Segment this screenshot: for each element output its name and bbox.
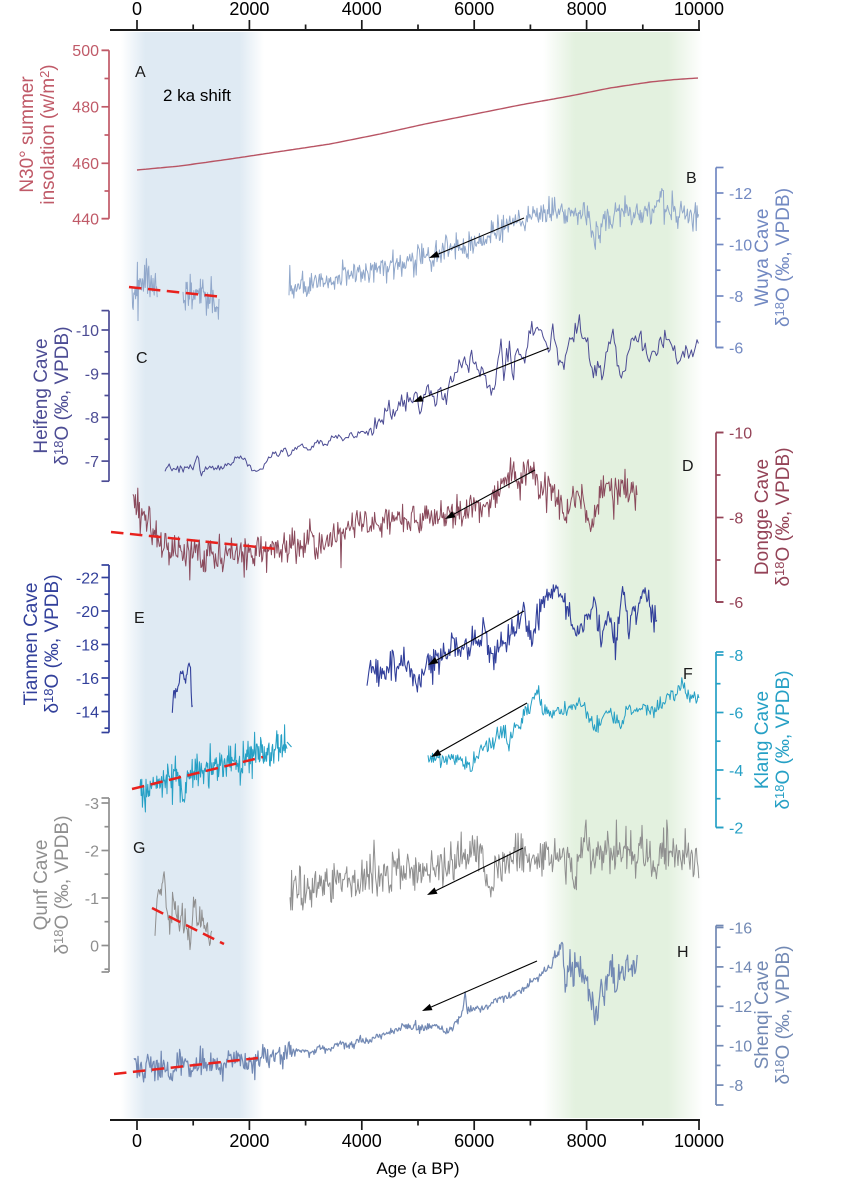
svg-text:480: 480 xyxy=(72,100,99,117)
svg-text:-6: -6 xyxy=(729,595,743,612)
svg-text:-16: -16 xyxy=(729,920,752,937)
svg-text:C: C xyxy=(136,350,148,367)
svg-text:Wuya Cave: Wuya Cave xyxy=(752,209,773,307)
svg-text:-14: -14 xyxy=(729,960,752,977)
svg-text:δ18O (‰, VPDB): δ18O (‰, VPDB) xyxy=(772,670,794,809)
svg-text:Dongge Cave: Dongge Cave xyxy=(752,459,773,575)
svg-text:-22: -22 xyxy=(76,570,99,587)
svg-text:6000: 6000 xyxy=(454,1131,494,1151)
svg-text:4000: 4000 xyxy=(342,0,382,19)
svg-text:D: D xyxy=(682,458,694,475)
svg-text:-20: -20 xyxy=(76,604,99,621)
svg-text:A: A xyxy=(135,64,146,81)
svg-text:H: H xyxy=(677,944,689,961)
svg-text:δ18O (‰, VPDB): δ18O (‰, VPDB) xyxy=(772,447,794,586)
svg-text:F: F xyxy=(683,666,693,683)
svg-text:10000: 10000 xyxy=(674,0,724,19)
svg-text:Age (a BP): Age (a BP) xyxy=(376,1159,459,1178)
svg-text:460: 460 xyxy=(72,156,99,173)
svg-text:-4: -4 xyxy=(729,763,743,780)
svg-text:-8: -8 xyxy=(729,289,743,306)
svg-text:-10: -10 xyxy=(729,425,752,442)
svg-text:δ18O (‰, VPDB): δ18O (‰, VPDB) xyxy=(51,326,73,465)
svg-text:-9: -9 xyxy=(85,367,99,384)
svg-text:δ18O (‰, VPDB): δ18O (‰, VPDB) xyxy=(51,815,73,954)
svg-text:Shenqi Cave: Shenqi Cave xyxy=(752,961,773,1070)
svg-text:-3: -3 xyxy=(85,796,99,813)
svg-text:-6: -6 xyxy=(729,340,743,357)
svg-text:-2: -2 xyxy=(729,820,743,837)
svg-text:0: 0 xyxy=(132,0,142,19)
svg-text:2 ka shift: 2 ka shift xyxy=(163,86,231,105)
svg-text:-8: -8 xyxy=(729,510,743,527)
svg-text:Tianmen Cave: Tianmen Cave xyxy=(21,583,42,706)
svg-text:0: 0 xyxy=(132,1131,142,1151)
svg-text:-16: -16 xyxy=(76,671,99,688)
svg-text:-8: -8 xyxy=(85,410,99,427)
svg-text:-1: -1 xyxy=(85,891,99,908)
svg-text:-10: -10 xyxy=(729,1039,752,1056)
svg-text:Qunf Cave: Qunf Cave xyxy=(31,840,52,931)
svg-text:Klang Cave: Klang Cave xyxy=(752,691,773,789)
svg-text:-8: -8 xyxy=(729,648,743,665)
svg-text:-7: -7 xyxy=(85,454,99,471)
svg-text:Heifeng Cave: Heifeng Cave xyxy=(31,338,52,453)
svg-text:δ18O (‰, VPDB): δ18O (‰, VPDB) xyxy=(772,945,794,1084)
svg-text:-10: -10 xyxy=(76,323,99,340)
svg-text:8000: 8000 xyxy=(567,1131,607,1151)
svg-text:-12: -12 xyxy=(729,999,752,1016)
svg-text:-2: -2 xyxy=(85,843,99,860)
svg-text:0: 0 xyxy=(90,938,99,955)
svg-text:-12: -12 xyxy=(729,186,752,203)
svg-text:2000: 2000 xyxy=(229,0,269,19)
svg-text:-14: -14 xyxy=(76,704,99,721)
svg-text:-10: -10 xyxy=(729,237,752,254)
svg-text:500: 500 xyxy=(72,43,99,60)
svg-text:4000: 4000 xyxy=(342,1131,382,1151)
svg-text:G: G xyxy=(133,840,145,857)
svg-text:440: 440 xyxy=(72,212,99,229)
svg-text:δ18O (‰, VPDB): δ18O (‰, VPDB) xyxy=(41,574,63,713)
svg-text:10000: 10000 xyxy=(674,1131,724,1151)
svg-text:E: E xyxy=(134,610,145,627)
svg-text:-18: -18 xyxy=(76,637,99,654)
svg-text:2000: 2000 xyxy=(229,1131,269,1151)
svg-text:insolation (w/m2): insolation (w/m2) xyxy=(37,64,59,204)
svg-text:-6: -6 xyxy=(729,705,743,722)
svg-text:-8: -8 xyxy=(729,1078,743,1095)
svg-text:N30° summer: N30° summer xyxy=(17,76,38,193)
svg-text:δ18O (‰, VPDB): δ18O (‰, VPDB) xyxy=(772,188,794,327)
svg-text:8000: 8000 xyxy=(567,0,607,19)
svg-text:6000: 6000 xyxy=(454,0,494,19)
svg-text:B: B xyxy=(686,170,697,187)
